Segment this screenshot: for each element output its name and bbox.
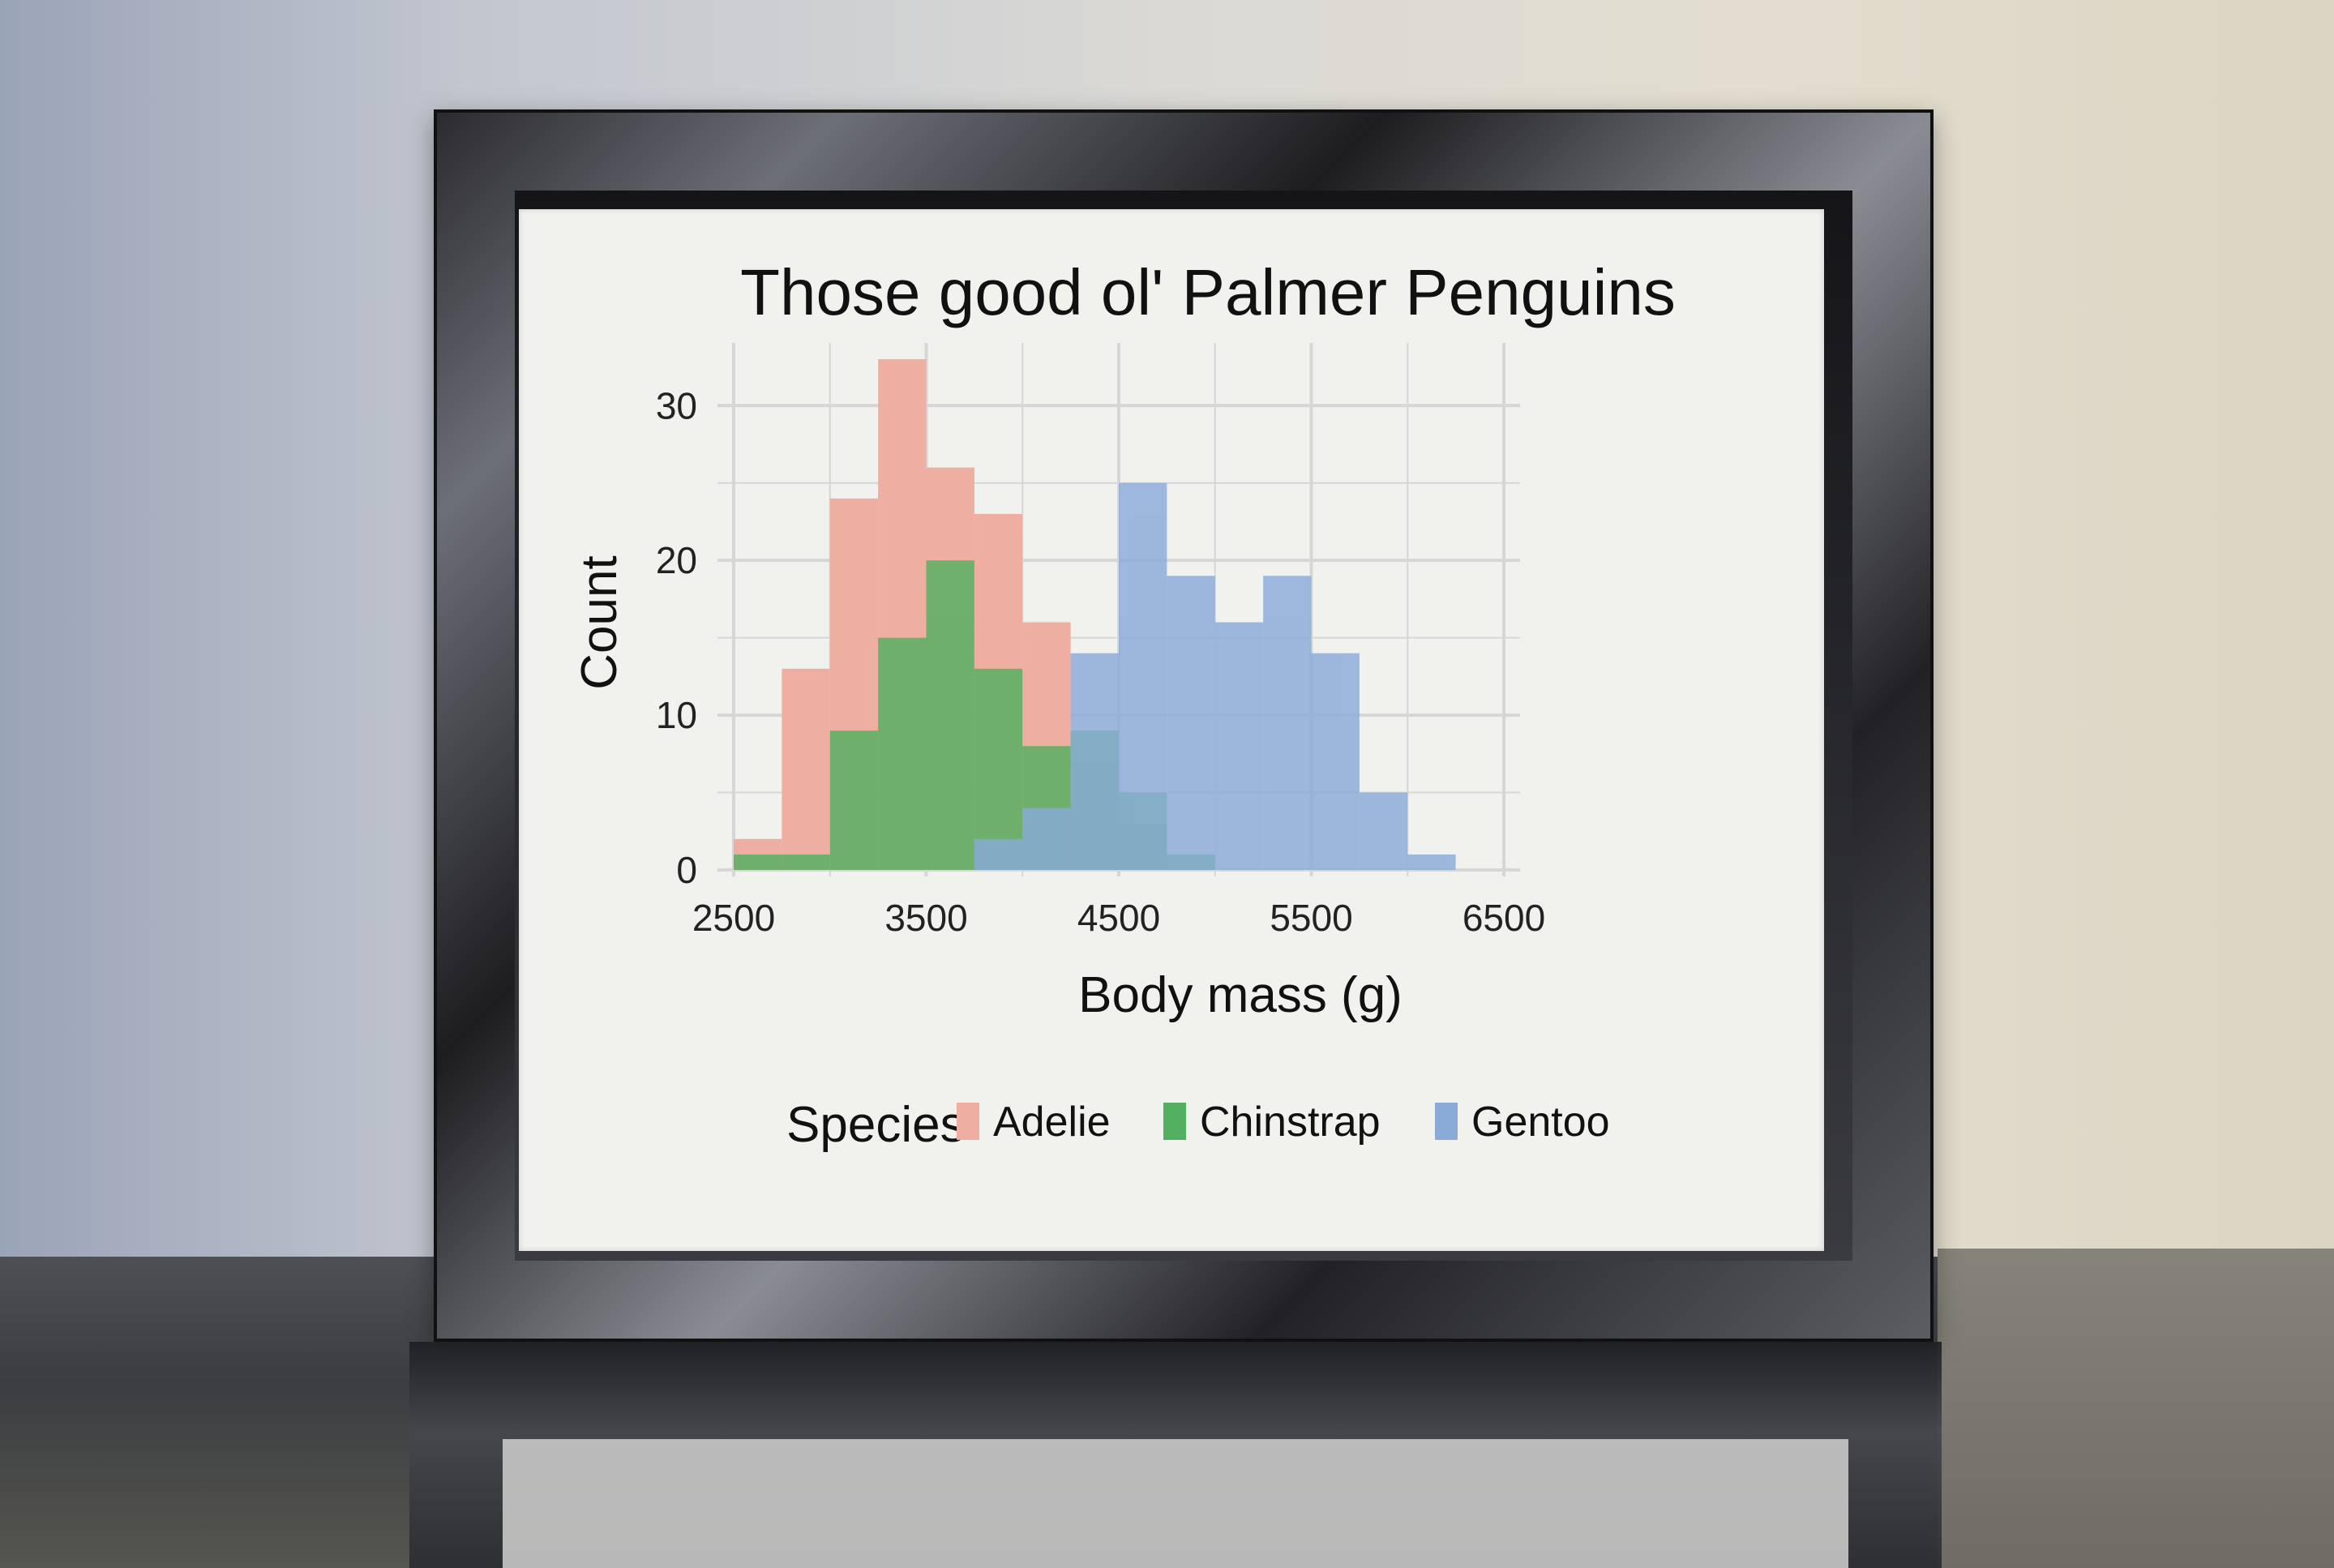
- legend-key-chinstrap: [1163, 1103, 1186, 1140]
- bar-gentoo-3875: [974, 838, 1023, 870]
- bar-gentoo-6125: [1407, 854, 1456, 870]
- series-gentoo: [974, 482, 1456, 870]
- x-axis-label: Body mass (g): [1078, 967, 1403, 1023]
- y-tick-label: 30: [656, 384, 697, 426]
- bar-adelie-2875: [782, 668, 830, 870]
- bar-chinstrap-2875: [782, 854, 830, 870]
- bar-chinstrap-3125: [829, 730, 879, 870]
- mat-reflection: [503, 1439, 1848, 1568]
- legend-label-adelie: Adelie: [993, 1099, 1111, 1146]
- histogram-chart: Those good ol' Palmer Penguins 2500 3500 4…: [572, 256, 1676, 1153]
- bar-chinstrap-3625: [926, 560, 974, 870]
- legend: Species Adelie Chinstrap Gentoo: [786, 1097, 1610, 1153]
- x-tick-label: 4500: [1077, 897, 1160, 939]
- legend-title: Species: [786, 1097, 966, 1153]
- x-tick-label: 2500: [692, 897, 775, 939]
- y-axis-label: Count: [572, 555, 627, 689]
- y-tick-label: 0: [676, 849, 697, 891]
- x-tick-label: 6500: [1462, 897, 1545, 939]
- bar-gentoo-5375: [1263, 576, 1312, 870]
- x-tick-label: 5500: [1270, 897, 1352, 939]
- legend-label-gentoo: Gentoo: [1471, 1099, 1610, 1146]
- bar-gentoo-4125: [1022, 808, 1071, 870]
- bar-gentoo-4375: [1070, 653, 1119, 870]
- legend-label-chinstrap: Chinstrap: [1200, 1099, 1381, 1146]
- bars: [734, 359, 1456, 870]
- bar-chinstrap-3875: [974, 668, 1023, 870]
- x-tick-labels: 2500 3500 4500 5500 6500: [692, 897, 1545, 939]
- bar-chinstrap-3375: [878, 637, 927, 870]
- bar-gentoo-4625: [1119, 482, 1167, 870]
- x-tick-label: 3500: [884, 897, 967, 939]
- y-tick-label: 10: [656, 694, 697, 736]
- bar-gentoo-5625: [1311, 653, 1360, 870]
- legend-key-adelie: [957, 1103, 979, 1140]
- y-tick-labels: 0 10 20 30: [656, 384, 697, 891]
- legend-key-gentoo: [1435, 1103, 1458, 1140]
- shelf-right: [1938, 1249, 2334, 1568]
- bar-gentoo-5875: [1359, 792, 1408, 870]
- chart-title: Those good ol' Palmer Penguins: [740, 256, 1676, 328]
- y-tick-label: 20: [656, 539, 697, 581]
- bar-chinstrap-2625: [734, 854, 782, 870]
- bar-gentoo-5125: [1214, 622, 1264, 870]
- bar-gentoo-4875: [1167, 576, 1215, 870]
